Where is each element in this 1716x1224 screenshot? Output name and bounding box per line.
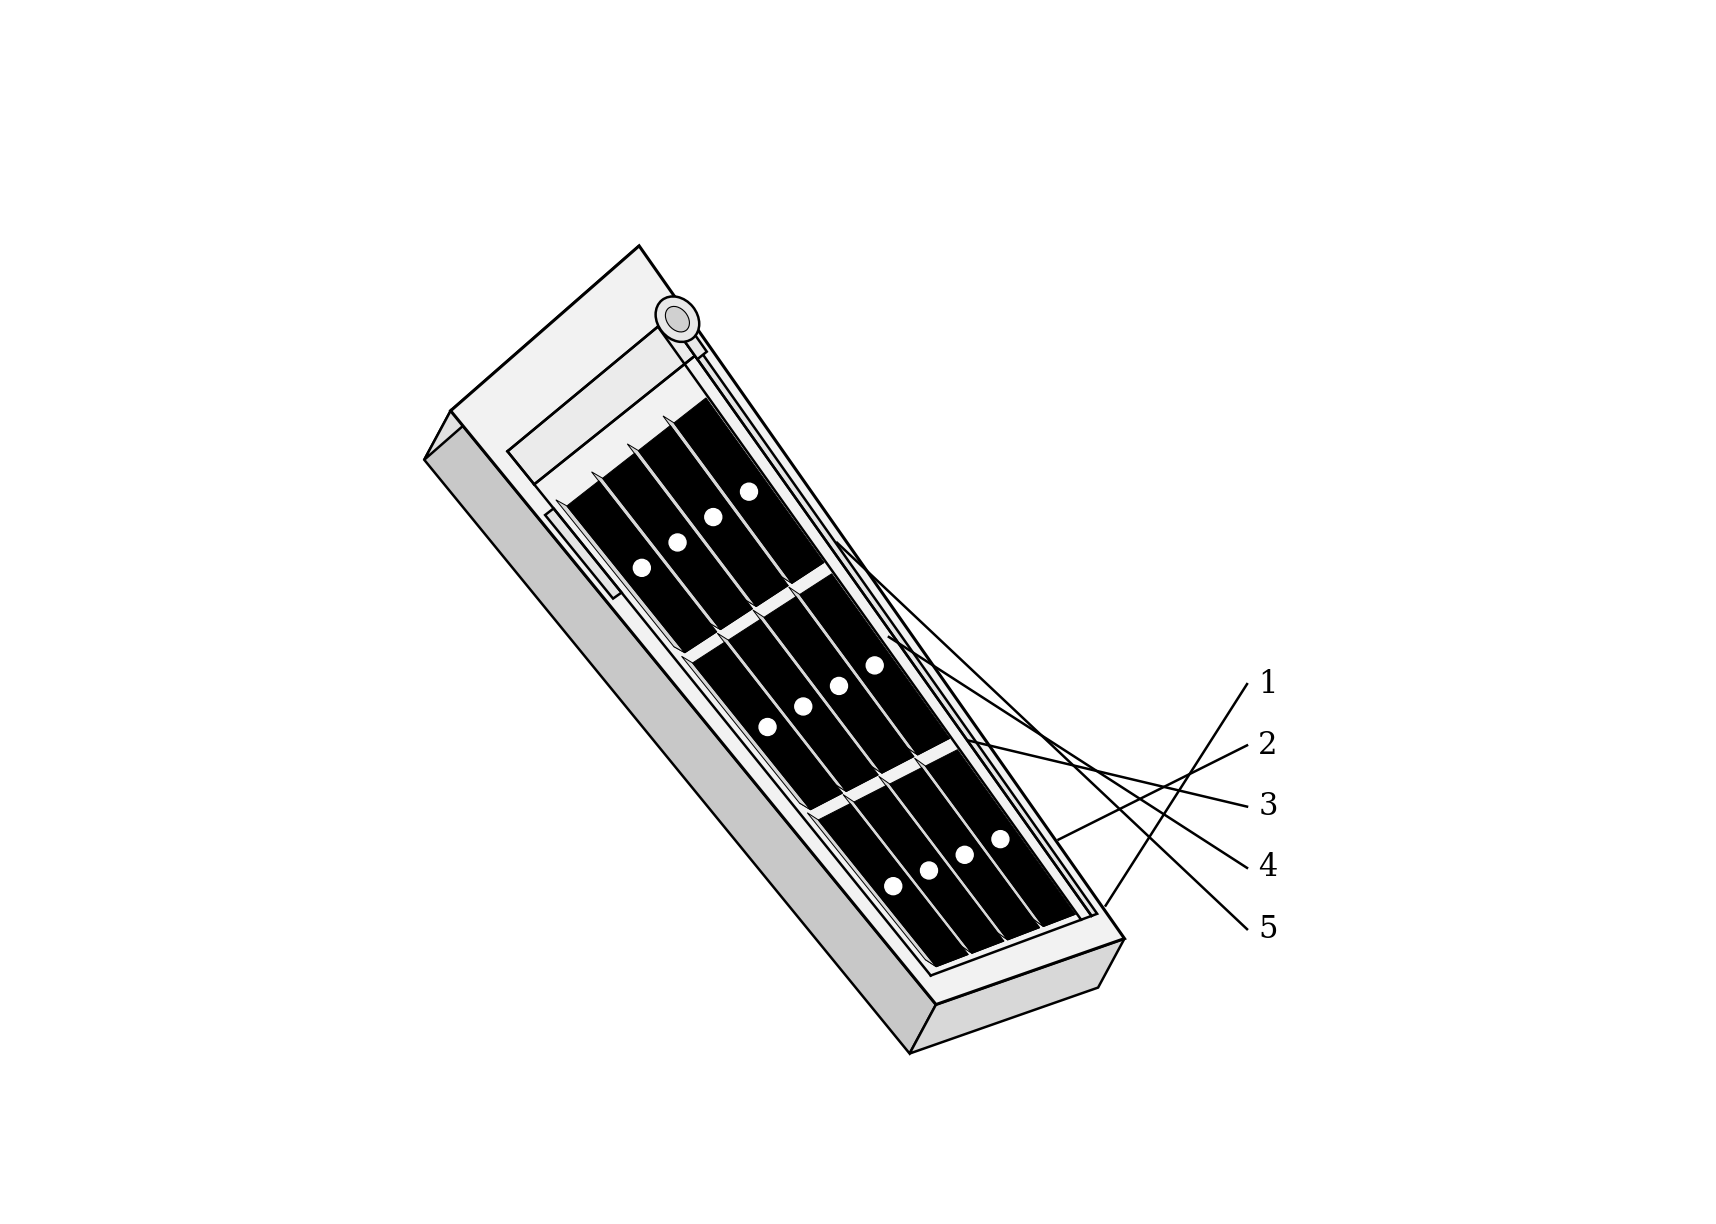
Ellipse shape xyxy=(666,306,690,332)
Polygon shape xyxy=(891,767,1040,940)
Text: 4: 4 xyxy=(1258,852,1278,884)
Circle shape xyxy=(758,718,776,736)
Polygon shape xyxy=(628,444,757,607)
Polygon shape xyxy=(997,920,1040,940)
Polygon shape xyxy=(638,426,788,607)
Polygon shape xyxy=(789,588,918,755)
Polygon shape xyxy=(764,596,915,774)
Polygon shape xyxy=(925,750,1076,927)
Polygon shape xyxy=(781,556,824,584)
Polygon shape xyxy=(592,471,721,629)
Circle shape xyxy=(633,559,650,577)
Polygon shape xyxy=(819,804,968,967)
Polygon shape xyxy=(800,574,949,755)
Circle shape xyxy=(885,878,901,895)
Polygon shape xyxy=(508,318,695,485)
Circle shape xyxy=(741,483,757,501)
Ellipse shape xyxy=(656,296,698,341)
Polygon shape xyxy=(556,499,685,652)
Polygon shape xyxy=(695,351,1097,916)
Polygon shape xyxy=(909,939,1124,1054)
Circle shape xyxy=(669,534,686,551)
Polygon shape xyxy=(424,246,638,460)
Circle shape xyxy=(795,698,812,715)
Polygon shape xyxy=(681,656,810,810)
Polygon shape xyxy=(872,749,915,774)
Polygon shape xyxy=(915,758,1043,927)
Polygon shape xyxy=(1033,906,1076,927)
Text: 2: 2 xyxy=(1258,730,1278,761)
Circle shape xyxy=(956,846,973,863)
Polygon shape xyxy=(662,416,793,584)
Polygon shape xyxy=(855,786,1004,953)
Circle shape xyxy=(867,657,884,674)
Circle shape xyxy=(705,509,722,525)
Polygon shape xyxy=(424,411,935,1054)
Polygon shape xyxy=(753,610,882,774)
Text: 5: 5 xyxy=(1258,913,1278,945)
Text: 1: 1 xyxy=(1258,668,1278,700)
Polygon shape xyxy=(807,813,937,967)
Polygon shape xyxy=(666,307,707,359)
Polygon shape xyxy=(728,619,879,792)
Polygon shape xyxy=(843,794,971,953)
Polygon shape xyxy=(745,579,788,607)
Polygon shape xyxy=(800,787,843,810)
Polygon shape xyxy=(674,625,717,652)
Polygon shape xyxy=(566,481,717,652)
Polygon shape xyxy=(546,508,621,599)
Polygon shape xyxy=(602,453,753,629)
Polygon shape xyxy=(906,731,949,755)
Circle shape xyxy=(992,831,1009,847)
Text: 3: 3 xyxy=(1258,791,1278,823)
Polygon shape xyxy=(925,947,968,967)
Polygon shape xyxy=(836,767,879,792)
Polygon shape xyxy=(961,934,1004,953)
Polygon shape xyxy=(693,643,843,810)
Polygon shape xyxy=(879,776,1007,940)
Circle shape xyxy=(920,862,937,879)
Polygon shape xyxy=(451,246,1124,1005)
Polygon shape xyxy=(709,602,753,629)
Polygon shape xyxy=(717,633,846,792)
Polygon shape xyxy=(674,398,824,584)
Circle shape xyxy=(831,677,848,694)
